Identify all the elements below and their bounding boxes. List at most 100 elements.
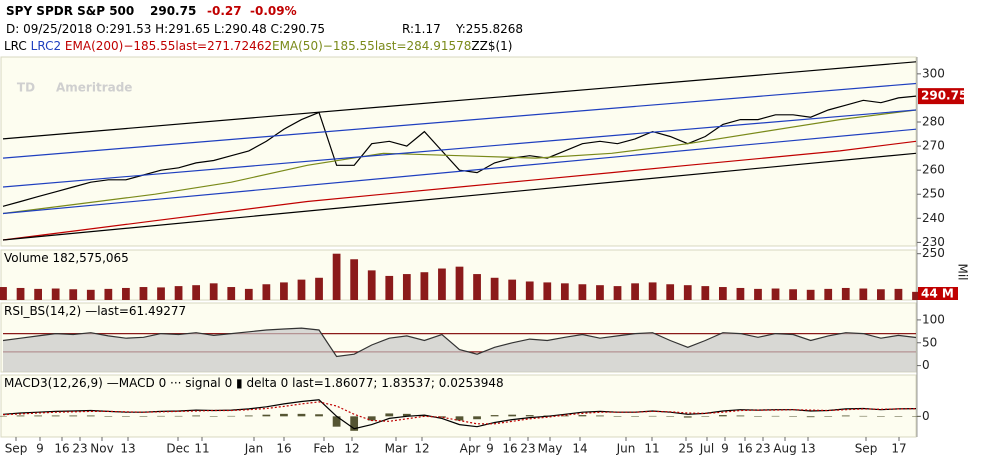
x-tick-label: 16 (276, 442, 291, 456)
bar (350, 259, 359, 300)
x-tick-label: 12 (344, 442, 359, 456)
bar (806, 289, 815, 300)
lrc2: LRC2 (30, 39, 62, 53)
bar (139, 416, 148, 417)
bar (841, 287, 850, 300)
bar (280, 282, 288, 300)
bar (596, 415, 604, 417)
bar (701, 416, 710, 417)
panel-title: RSI_BS(14,2) —last=61.49277 (4, 304, 186, 318)
bar (192, 415, 201, 417)
line (2, 82, 917, 159)
bar (877, 289, 885, 300)
unit-label: Mil (956, 263, 970, 280)
bar (51, 415, 60, 417)
x-tick-label: 9 (486, 442, 494, 456)
y-tick-label: 240 (922, 211, 945, 225)
panel-subtitle: —MACD 0 ··· signal 0 ▮ delta 0 last=1.86… (107, 376, 504, 390)
bar (227, 287, 236, 300)
bar (490, 277, 499, 300)
panel-bg (0, 56, 917, 247)
bar (789, 289, 797, 300)
bar (736, 415, 745, 417)
bar (771, 288, 780, 300)
x-tick-label: 9 (36, 442, 44, 456)
bar (122, 287, 130, 300)
x-tick-label: Sep (5, 442, 28, 456)
bar (402, 413, 411, 417)
bar (455, 416, 464, 421)
bar (367, 416, 376, 421)
symbol: SPY SPDR S&P 500 (6, 4, 135, 18)
panel-title-text: Volume 182,575,065 (4, 251, 129, 265)
bar (525, 281, 534, 300)
bar (666, 416, 675, 417)
zz: ZZ$(1) (471, 39, 513, 53)
bar (280, 413, 288, 417)
bar (455, 266, 464, 300)
bar (912, 416, 920, 417)
last-badge (918, 287, 958, 300)
watermark-logo: TD (17, 81, 35, 95)
bar (332, 253, 341, 300)
bar (613, 286, 622, 300)
ema200-val: −185.55 (123, 39, 176, 53)
bar (718, 415, 727, 417)
bar (631, 283, 639, 300)
bar (543, 282, 552, 300)
y-tick-label: 300 (922, 66, 945, 80)
line (2, 327, 917, 358)
study-legend: LRC LRC2 EMA(200)−185.55last=271.72462EM… (4, 39, 512, 53)
watermark: Ameritrade (56, 81, 132, 95)
x-tick-label: 13 (800, 442, 815, 456)
ema50-val: −185.55 (322, 39, 375, 53)
bar (859, 415, 868, 417)
bar (438, 416, 446, 418)
bar (0, 287, 7, 300)
bar (315, 414, 323, 417)
y-tick-label: 100 (922, 312, 945, 326)
bar (683, 416, 692, 418)
range: R:1.17 (402, 22, 441, 36)
x-tick-label: 16 (54, 442, 69, 456)
bar (438, 268, 446, 300)
bar (508, 279, 517, 300)
x-tick-label: 16 (737, 442, 752, 456)
ema50-last: last=284.91578 (374, 39, 472, 53)
bar (560, 415, 569, 417)
bar (157, 415, 165, 417)
x-tick-label: 23 (520, 442, 535, 456)
bar (367, 270, 376, 300)
x-tick-label: 17 (891, 442, 906, 456)
bar (297, 413, 306, 417)
line (2, 109, 917, 215)
x-tick-label: Dec (166, 442, 189, 456)
x-tick-label: Jun (616, 442, 636, 456)
ema200-last: last=271.72462 (175, 39, 272, 53)
y-tick-label: 50 (922, 335, 937, 349)
x-tick-label: 23 (72, 442, 87, 456)
x-tick-label: Sep (855, 442, 878, 456)
y-tick-label: 280 (922, 115, 945, 129)
y-tick-label: 270 (922, 139, 945, 153)
x-tick-label: 11 (194, 442, 209, 456)
bar (508, 414, 517, 417)
price-badge (918, 88, 964, 105)
bar (666, 284, 675, 300)
bar (824, 416, 833, 417)
bar (244, 288, 253, 300)
y-tick-label: 230 (922, 235, 945, 249)
x-tick-label: 13 (120, 442, 135, 456)
ema50: EMA(50) (271, 39, 323, 53)
bar (894, 288, 903, 300)
bar (877, 416, 885, 417)
bar (139, 287, 148, 300)
y-tick-label: 260 (922, 163, 945, 177)
bar (16, 287, 25, 300)
panel-title-text: RSI_BS(14,2) (4, 304, 81, 318)
bar (69, 289, 78, 300)
y-tick-label: 250 (922, 246, 945, 260)
bar (297, 279, 306, 300)
change: -0.27 (207, 4, 242, 18)
